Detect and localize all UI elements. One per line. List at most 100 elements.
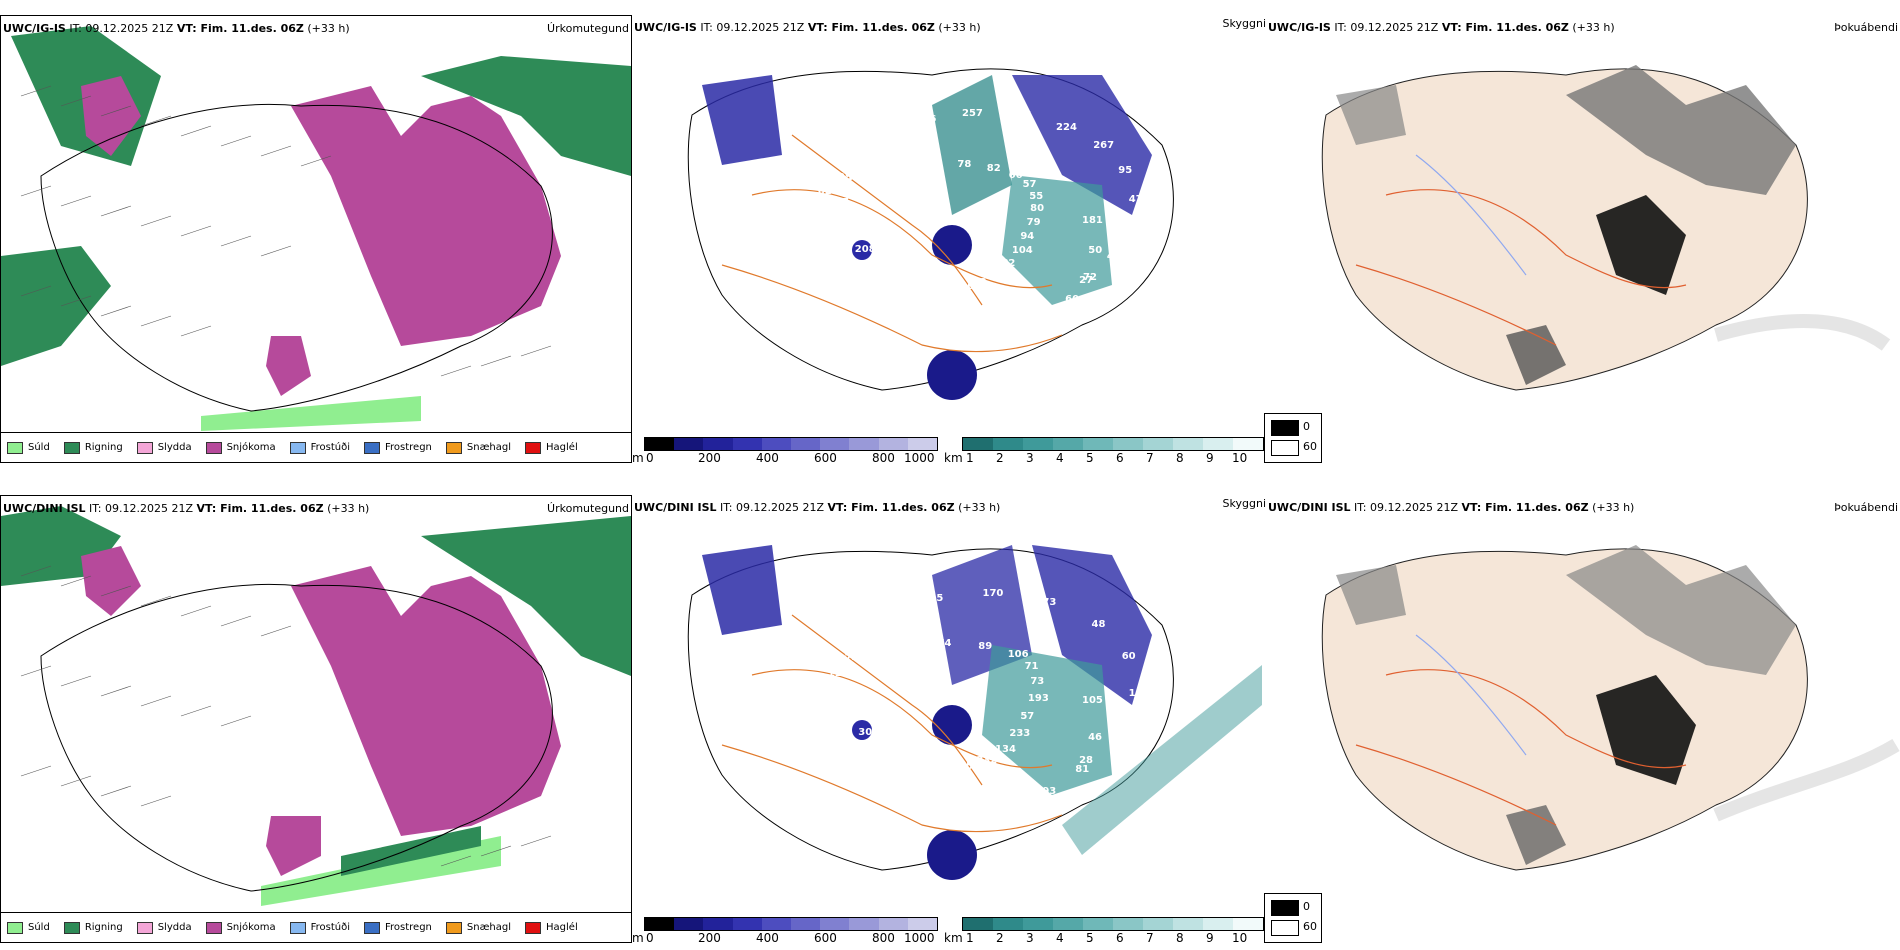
fog-legend-low: 60: [1303, 920, 1317, 933]
legend-item: Snjókoma: [205, 441, 276, 454]
sky-value-label: 193: [1027, 693, 1049, 705]
legend-swatch: [364, 441, 380, 454]
sky-value-label: 48: [1091, 619, 1106, 631]
sky-panel-row2: UWC/DINI ISL IT: 09.12.2025 21Z VT: Fim.…: [632, 495, 1266, 945]
sky-value-label: 95: [1118, 165, 1133, 177]
sky-value-label: 197: [839, 636, 861, 648]
fog-legend-high: 0: [1303, 900, 1310, 913]
sky-value-label: 105: [1082, 695, 1103, 706]
valid-time: VT: Fim. 11.des. 06Z: [1441, 21, 1569, 34]
sky-map-row1: [687, 68, 1174, 400]
sky-value-label: 80: [1030, 203, 1045, 215]
valid-time: VT: Fim. 11.des. 06Z: [807, 21, 935, 34]
sky-title: Skyggni: [1222, 17, 1266, 30]
lead-time: (+33 h): [958, 501, 1001, 514]
sky-value-label: 62: [817, 185, 832, 197]
init-time: IT: 09.12.2025 21Z: [700, 21, 805, 34]
sky-value-label: 45: [820, 269, 835, 281]
sky-map-row2: [687, 545, 1262, 880]
init-time: IT: 09.12.2025 21Z: [89, 502, 194, 515]
sky-value-label: 246: [953, 280, 975, 292]
valid-time: VT: Fim. 11.des. 06Z: [196, 502, 324, 515]
sky-value-label: 232: [976, 755, 998, 767]
sky-value-label: 75: [922, 158, 937, 170]
fog-header-row2: UWC/DINI ISL IT: 09.12.2025 21Z VT: Fim.…: [1268, 501, 1634, 514]
sky-value-label: 128: [948, 313, 970, 325]
precip-header-row1: UWC/IG-IS IT: 09.12.2025 21Z VT: Fim. 11…: [3, 22, 350, 35]
lead-time: (+33 h): [938, 21, 981, 34]
sky-title: Skyggni: [1222, 497, 1266, 510]
legend-swatch: [7, 921, 23, 934]
cloud-base-unit: m: [632, 931, 644, 945]
sky-value-label: 81: [1075, 764, 1090, 776]
sky-value-label: 106: [856, 289, 878, 301]
sky-value-label: 167: [828, 197, 849, 209]
sky-value-label: 74: [844, 653, 859, 665]
colorbar-gradient: [962, 917, 1264, 931]
sky-value-label: 155: [872, 609, 894, 621]
precip-panel-row1: UWC/IG-IS IT: 09.12.2025 21Z VT: Fim. 11…: [0, 15, 632, 463]
sky-value-label: 134: [995, 743, 1016, 755]
sky-value-label: 181: [1082, 215, 1103, 226]
legend-swatch: [525, 921, 542, 934]
visibility-unit: km: [944, 451, 963, 465]
legend-swatch: [289, 441, 306, 454]
legend-item: Súld: [7, 441, 50, 454]
sky-value-label: 47: [1128, 193, 1143, 205]
model-name: UWC/DINI ISL: [634, 501, 717, 514]
lead-time: (+33 h): [327, 502, 370, 515]
sky-value-label: 235: [952, 760, 973, 772]
valid-time: VT: Fim. 11.des. 06Z: [1461, 501, 1589, 514]
valid-time: VT: Fim. 11.des. 06Z: [827, 501, 955, 514]
legend-item: Snæhagl: [445, 921, 511, 934]
sky-value-label: 198: [930, 279, 951, 291]
sky-value-label: 47: [796, 724, 811, 736]
lead-time: (+33 h): [1592, 501, 1635, 514]
legend-swatch: [63, 441, 80, 454]
precip-title: Úrkomutegund: [547, 502, 629, 515]
sky-value-label: 75: [994, 315, 1009, 327]
fog-legend-row2: 0 60: [1264, 893, 1322, 943]
legend-swatch: [445, 441, 462, 454]
sky-value-label: 60: [1065, 293, 1080, 305]
lead-time: (+33 h): [1572, 21, 1615, 34]
model-name: UWC/IG-IS: [1268, 21, 1331, 34]
sky-value-label: 98: [874, 776, 888, 788]
legend-item: Slydda: [136, 921, 192, 934]
init-time: IT: 09.12.2025 21Z: [69, 22, 174, 35]
colorbar-gradient: [644, 917, 938, 931]
sky-value-label: 276: [1010, 110, 1032, 122]
sky-value-label: 94: [1020, 231, 1035, 243]
sky-value-label: 139: [1128, 687, 1150, 699]
sky-value-label: 280: [847, 147, 868, 159]
fog-legend-swatch-low: [1271, 440, 1299, 456]
sky-value-label: 439: [904, 273, 926, 285]
legend-item: Snæhagl: [445, 441, 511, 454]
init-time: IT: 09.12.2025 21Z: [1354, 501, 1459, 514]
precip-map-row2: [1, 496, 631, 914]
valid-time: VT: Fim. 11.des. 06Z: [176, 22, 304, 35]
precip-title: Úrkomutegund: [547, 22, 629, 35]
sky-value-label: 141: [1035, 308, 1056, 320]
sky-value-label: 121: [878, 261, 900, 273]
sky-value-label: 64: [922, 758, 937, 770]
sky-value-label: 106: [1007, 649, 1029, 661]
legend-swatch: [205, 921, 222, 934]
legend-item: Haglél: [525, 441, 578, 454]
sky-value-label: 267: [1093, 140, 1115, 152]
init-time: IT: 09.12.2025 21Z: [1334, 21, 1439, 34]
sky-value-label: 118: [827, 667, 849, 679]
legend-swatch: [525, 441, 542, 454]
sky-value-label: 89: [978, 640, 993, 652]
sky-value-label: 50: [1088, 244, 1103, 256]
sky-value-label: 46: [1106, 251, 1121, 263]
legend-item: Haglél: [525, 921, 578, 934]
sky-value-label: 224: [1056, 121, 1077, 133]
sky-value-label: 57: [791, 696, 806, 708]
legend-item: Súld: [7, 921, 50, 934]
sky-value-label: 16: [790, 224, 805, 236]
fog-legend-row1: 0 60: [1264, 413, 1322, 463]
legend-swatch: [445, 921, 462, 934]
sky-value-label: 53: [797, 203, 812, 215]
fog-title: Þokuábendi: [1834, 21, 1898, 34]
